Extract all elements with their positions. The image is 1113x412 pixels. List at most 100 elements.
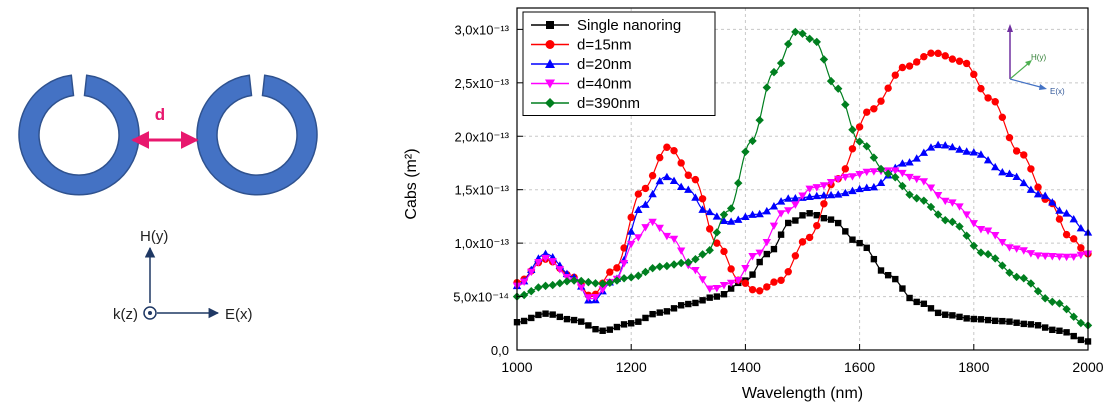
k-axis-dot [148,311,152,315]
series-point [1077,336,1085,344]
inset-e-label: E(x) [1050,87,1065,96]
series-point [676,247,686,255]
series-point [612,276,622,285]
series-point [933,210,943,219]
series-point [884,271,892,279]
series-point [676,258,686,268]
series-point [1069,312,1078,321]
series-point [692,299,699,307]
series-point [877,267,885,274]
series-point [762,238,772,247]
series-point [784,194,793,202]
series-point [534,258,543,267]
series-point [905,173,914,182]
series-point [791,201,800,209]
series-point [1069,253,1078,262]
series-point [541,281,550,291]
series-point [848,145,857,153]
series-point [891,173,900,182]
k-axis-symbol [143,306,157,320]
series-point [927,49,935,57]
series-point [755,209,764,218]
series-point [969,220,978,228]
series-point [1005,268,1014,277]
series-point [948,55,957,63]
series-point [855,170,864,179]
inset-h-arrow [1009,61,1031,80]
series-point [833,84,843,93]
series-point [855,123,864,131]
series-point [862,142,871,151]
y-tick-label: 3,0x10⁻¹³ [454,22,509,37]
series-point [655,224,664,233]
series-point [528,314,535,322]
series-point [799,212,806,219]
series-point [891,167,900,175]
series-point [706,294,713,301]
left-nanoring [18,74,140,196]
series-point [934,309,942,317]
series-point [955,203,964,211]
series-point [1027,321,1035,328]
series-point [769,67,779,77]
series-point [1034,183,1042,191]
series-point [977,84,985,93]
series-point [926,202,936,212]
series-point [912,194,921,203]
series-point [876,164,886,174]
series-point [1062,209,1071,217]
series-point [1056,327,1063,334]
series-point [527,268,536,277]
series-point [798,238,807,246]
series-point [1040,191,1050,199]
series-point [1076,251,1086,260]
series-point [769,222,779,231]
series-point [619,274,629,283]
series-point [919,178,929,186]
series-point [542,310,549,317]
grid-lines [517,8,1088,350]
series-point [1019,178,1028,187]
y-axis-title: Cabs (m²) [403,148,420,219]
series-point [833,175,843,184]
series-point [1070,332,1077,340]
series-point [841,188,850,197]
series-point [984,94,992,102]
series-point [977,316,985,323]
series-point [1041,324,1049,331]
series-point [869,168,879,176]
series-point [584,277,593,287]
series-point [641,200,650,208]
series-point [906,294,913,302]
series-point [755,287,764,295]
series-point [834,219,842,227]
x-tick-label: 1800 [958,359,989,375]
series-point [883,169,893,178]
series-point [641,184,650,193]
series-point [641,267,650,277]
series-point [762,206,772,215]
series-point [962,231,971,240]
series-point [898,63,907,72]
series-point [599,327,606,334]
series-point [755,249,764,257]
series-point [812,37,821,47]
series-point [669,176,679,185]
series-point [962,59,971,68]
series-point [991,232,1000,240]
y-tick-label: 1,0x10⁻¹³ [454,236,509,251]
series-point [713,239,721,247]
series-point [798,192,807,200]
series-point [691,193,700,201]
series-point [719,216,729,225]
series-point [585,322,592,329]
legend-marker [545,98,555,108]
series-point [920,300,928,307]
series-point [870,105,878,113]
legend-label: d=40nm [577,76,632,93]
series-point [820,200,828,208]
series-point [833,190,843,198]
series-point [983,227,993,235]
series-point [670,146,678,155]
